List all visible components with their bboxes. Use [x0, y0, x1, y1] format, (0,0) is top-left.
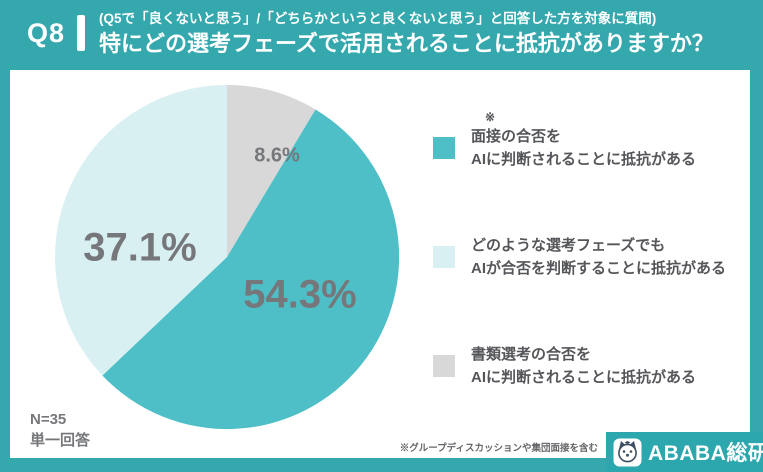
legend-line: AIに判断されることに抵抗がある — [471, 369, 697, 387]
header-text: (Q5で「良くないと思う」/「どちらかというと良くないと思う」と回答した方を対象… — [99, 10, 714, 58]
pie-slice — [55, 85, 228, 376]
legend-swatch-teal — [433, 137, 455, 160]
pie-label-gray-slice: 8.6% — [254, 144, 300, 167]
mascot-dog-icon — [613, 438, 642, 466]
pie-label-light-slice: 37.1% — [83, 225, 197, 270]
legend-item-any-phase: どのような選考フェーズでも AIが合否を判断することに抵抗がある — [433, 234, 726, 281]
header-divider-bar — [77, 15, 85, 51]
legend-line: 書類選考の合否を — [471, 346, 592, 363]
legend-text: どのような選考フェーズでも AIが合否を判断することに抵抗がある — [471, 234, 726, 281]
pie-slice — [227, 85, 316, 257]
sample-size: N=35 — [30, 410, 67, 428]
legend-text: 書類選考の合否を AIに判断されることに抵抗がある — [471, 343, 696, 390]
footnote: ※グループディスカッションや集団面接を含む — [399, 443, 598, 454]
legend-line: どのような選考フェーズでも — [471, 237, 666, 254]
pie-chart — [55, 85, 400, 430]
pie-chart-container: 8.6% 54.3% 37.1% — [55, 85, 400, 430]
brand-box: ABABA総研 — [606, 432, 763, 472]
legend-swatch-light-teal — [433, 246, 455, 269]
legend-line: AIに判断されることに抵抗がある — [471, 151, 697, 169]
pie-label-teal-slice: 54.3% — [243, 272, 357, 317]
question-subtitle: (Q5で「良くないと思う」/「どちらかというと良くないと思う」と回答した方を対象… — [99, 11, 657, 26]
sample-info: N=35 単一回答 — [30, 409, 90, 453]
legend-swatch-gray — [433, 355, 455, 378]
pie-slice — [102, 109, 400, 430]
chart-panel: 8.6% 54.3% 37.1% ※ 面接の合否を AIに判断されることに抵抗が… — [10, 70, 750, 458]
question-number: Q8 — [27, 18, 66, 48]
answer-type: 単一回答 — [30, 432, 91, 450]
legend-item-interview: ※ 面接の合否を AIに判断されることに抵抗がある — [433, 110, 697, 172]
header: Q8 (Q5で「良くないと思う」/「どちらかというと良くないと思う」と回答した方… — [0, 0, 763, 70]
legend-item-document-screening: 書類選考の合否を AIに判断されることに抵抗がある — [433, 343, 696, 390]
question-title: 特にどの選考フェーズで活用されることに抵抗がありますか？ — [99, 31, 714, 57]
legend-note-mark: ※ — [485, 110, 496, 124]
brand-name: ABABA総研 — [648, 442, 763, 465]
legend-text: ※ 面接の合否を AIに判断されることに抵抗がある — [471, 110, 697, 172]
legend-line: AIが合否を判断することに抵抗がある — [471, 260, 727, 278]
legend-line: 面接の合否を — [471, 128, 562, 145]
